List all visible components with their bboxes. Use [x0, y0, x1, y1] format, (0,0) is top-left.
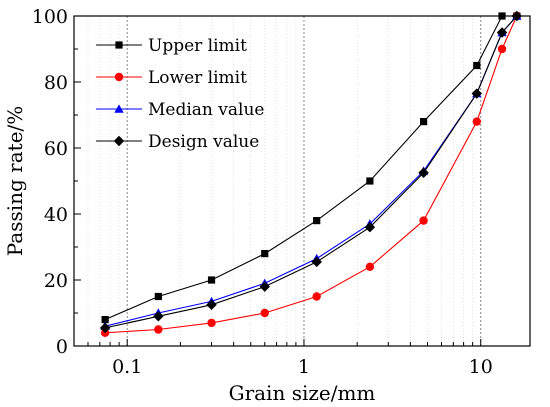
data-point-square — [473, 61, 481, 70]
data-point-diamond — [471, 88, 483, 99]
data-point-circle — [260, 308, 269, 318]
legend-item: Median value — [96, 100, 264, 120]
data-point-circle — [154, 325, 163, 334]
data-point-circle — [312, 292, 321, 301]
data-point-circle — [419, 216, 428, 225]
data-point-diamond — [113, 135, 125, 147]
x-tick-label: 10 — [469, 356, 493, 378]
data-point-square — [101, 316, 109, 324]
legend-item: Lower limit — [96, 68, 247, 88]
y-axis-title: Passing rate/% — [3, 106, 27, 257]
x-tick-label: 0.1 — [112, 356, 142, 378]
data-point-square — [261, 250, 269, 258]
y-tick-label: 60 — [44, 138, 68, 160]
data-point-circle — [207, 318, 216, 328]
legend-item: Upper limit — [96, 36, 247, 56]
data-point-square — [154, 292, 162, 301]
grid-lines — [87, 16, 482, 346]
x-tick-label: 1 — [298, 356, 310, 378]
data-point-square — [115, 41, 123, 49]
data-point-circle — [114, 72, 124, 82]
y-tick-label: 100 — [32, 6, 68, 28]
series-line — [105, 15, 518, 334]
data-point-diamond — [259, 281, 270, 292]
x-axis-title: Grain size/mm — [229, 381, 376, 405]
legend-label: Design value — [148, 132, 259, 152]
data-point-square — [313, 217, 321, 225]
data-point-diamond — [496, 27, 508, 38]
legend-label: Upper limit — [148, 36, 247, 56]
data-point-square — [207, 276, 216, 284]
y-tick-label: 40 — [44, 204, 68, 226]
y-tick-label: 0 — [56, 336, 68, 358]
data-point-diamond — [99, 322, 111, 334]
data-point-circle — [472, 117, 481, 126]
y-tick-label: 80 — [44, 72, 68, 94]
legend: Upper limit Lower limit Median value Design… — [96, 36, 264, 152]
series-line — [104, 15, 517, 321]
y-tick-label: 20 — [44, 270, 68, 292]
data-point-diamond — [418, 167, 429, 178]
legend-item: Design value — [96, 132, 259, 152]
series-line — [104, 15, 518, 329]
data-point-diamond — [206, 299, 217, 310]
data-point-triangle — [114, 104, 124, 113]
data-point-square — [419, 118, 428, 126]
data-point-diamond — [311, 256, 322, 268]
data-point-circle — [365, 262, 375, 271]
legend-label: Lower limit — [148, 68, 247, 88]
series-design-value — [99, 10, 523, 334]
legend-label: Median value — [148, 100, 264, 120]
data-point-diamond — [364, 221, 376, 233]
data-point-square — [366, 177, 374, 185]
data-point-circle — [497, 44, 507, 54]
data-point-diamond — [153, 311, 164, 322]
